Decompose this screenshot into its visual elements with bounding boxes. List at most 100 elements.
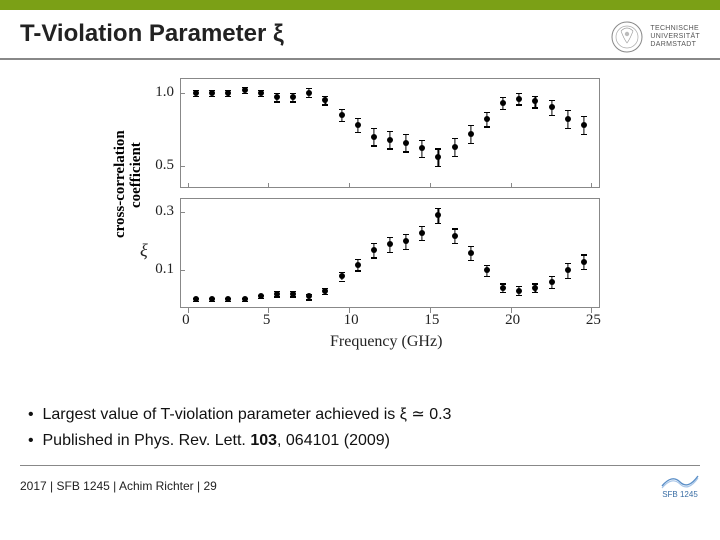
bottom-y-label: ξ: [140, 240, 148, 261]
error-cap: [339, 281, 345, 282]
data-point: [322, 288, 328, 294]
data-point: [387, 137, 393, 143]
error-cap: [484, 265, 490, 266]
error-cap: [484, 276, 490, 277]
x-tick-label: 25: [586, 312, 601, 329]
data-point: [306, 90, 312, 96]
x-tick-label: 0: [182, 312, 190, 329]
data-point: [258, 90, 264, 96]
error-cap: [435, 166, 441, 167]
error-cap: [549, 288, 555, 289]
x-tick-label: 15: [424, 312, 439, 329]
y-tick: [180, 270, 185, 271]
y-label-line2: coefficient: [128, 142, 145, 208]
data-point: [565, 267, 571, 273]
error-cap: [274, 101, 280, 102]
data-point: [209, 90, 215, 96]
data-point: [209, 296, 215, 302]
y-tick-label: 0.1: [155, 261, 174, 278]
data-point: [371, 247, 377, 253]
error-cap: [387, 131, 393, 132]
error-cap: [355, 270, 361, 271]
error-cap: [581, 254, 587, 255]
data-point: [500, 285, 506, 291]
data-point: [242, 296, 248, 302]
athena-icon: [610, 20, 644, 54]
bullet-1-pre: Largest value of T-violation parameter a…: [43, 406, 407, 423]
data-point: [419, 230, 425, 236]
y-tick-label: 0.3: [155, 203, 174, 220]
footer-text: 2017 | SFB 1245 | Achim Richter | 29: [20, 479, 217, 493]
x-tick-label: 10: [344, 312, 359, 329]
error-cap: [403, 134, 409, 135]
error-cap: [452, 138, 458, 139]
error-cap: [290, 101, 296, 102]
x-tick-label: 20: [505, 312, 520, 329]
data-point: [355, 122, 361, 128]
data-point: [274, 291, 280, 297]
error-cap: [500, 97, 506, 98]
chart-area: cross-correlation coefficient ξ Frequenc…: [100, 78, 620, 388]
error-cap: [306, 299, 312, 300]
bullet-1-sym: ≃: [411, 406, 424, 423]
y-tick: [180, 93, 185, 94]
error-cap: [435, 148, 441, 149]
x-tick: [268, 183, 269, 188]
data-point: [516, 96, 522, 102]
error-cap: [387, 237, 393, 238]
data-point: [532, 98, 538, 104]
error-cap: [532, 107, 538, 108]
error-cap: [419, 157, 425, 158]
data-point: [242, 87, 248, 93]
error-cap: [452, 243, 458, 244]
error-cap: [435, 208, 441, 209]
sfb-badge: SFB 1245: [660, 472, 700, 499]
error-cap: [484, 126, 490, 127]
data-point: [306, 293, 312, 299]
error-cap: [500, 292, 506, 293]
data-point: [290, 291, 296, 297]
data-point: [290, 94, 296, 100]
data-point: [435, 212, 441, 218]
data-point: [532, 285, 538, 291]
header: T-Violation Parameter ξ TECHNISCHE UNIVE…: [0, 10, 720, 60]
x-tick: [430, 183, 431, 188]
x-tick: [591, 183, 592, 188]
bullet-2-text: Published in Phys. Rev. Lett. 103, 06410…: [43, 432, 391, 449]
data-point: [371, 134, 377, 140]
error-cap: [516, 295, 522, 296]
error-cap: [549, 100, 555, 101]
university-logo: TECHNISCHE UNIVERSITÄT DARMSTADT: [610, 20, 700, 54]
error-cap: [225, 96, 231, 97]
error-cap: [387, 252, 393, 253]
accent-top-bar: [0, 0, 720, 10]
data-point: [225, 90, 231, 96]
x-tick-label: 5: [263, 312, 271, 329]
y-label-line1: cross-correlation: [112, 130, 129, 238]
error-cap: [339, 121, 345, 122]
logo-line1: TECHNISCHE: [650, 25, 700, 33]
error-cap: [371, 128, 377, 129]
logo-line2: UNIVERSITÄT: [650, 33, 700, 41]
error-cap: [452, 156, 458, 157]
data-point: [225, 296, 231, 302]
error-cap: [452, 228, 458, 229]
data-point: [581, 259, 587, 265]
error-cap: [209, 96, 215, 97]
data-point: [516, 288, 522, 294]
data-point: [500, 100, 506, 106]
error-cap: [403, 234, 409, 235]
data-point: [387, 241, 393, 247]
error-cap: [419, 240, 425, 241]
error-cap: [500, 109, 506, 110]
data-point: [322, 97, 328, 103]
data-point: [403, 140, 409, 146]
error-cap: [484, 112, 490, 113]
logo-text: TECHNISCHE UNIVERSITÄT DARMSTADT: [650, 25, 700, 48]
error-cap: [371, 243, 377, 244]
error-cap: [532, 292, 538, 293]
error-cap: [403, 151, 409, 152]
error-cap: [532, 96, 538, 97]
data-point: [549, 104, 555, 110]
x-tick: [188, 183, 189, 188]
